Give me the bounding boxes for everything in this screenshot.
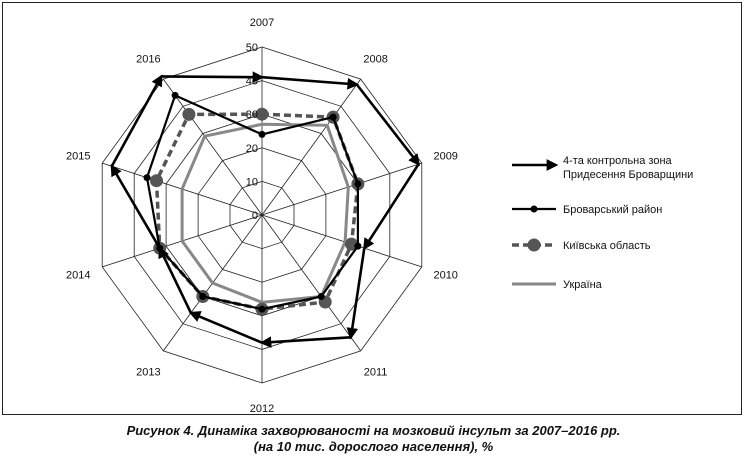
category-label: 2015	[66, 150, 90, 162]
category-label: 2008	[363, 54, 387, 66]
legend-label: Придесення Броварщини	[563, 169, 693, 181]
r-tick-label: 0	[252, 210, 258, 222]
legend-label: Київська область	[563, 240, 651, 252]
grid-spoke	[261, 78, 362, 216]
series-control-zone-segment	[110, 74, 163, 167]
grid-spoke	[261, 214, 422, 268]
legend-label: 4-та контрольна зона	[563, 155, 673, 167]
series-control-zone-segment	[110, 164, 161, 249]
series-brovary-district-point	[143, 174, 151, 182]
figure-caption-units: (на 10 тис. дорослого населення), %	[253, 439, 494, 454]
category-label: 2012	[250, 403, 274, 415]
series-control-zone-segment	[363, 163, 420, 251]
series-control-zone-segment	[259, 336, 351, 348]
r-tick-label: 20	[246, 143, 258, 155]
category-label: 2007	[250, 17, 274, 29]
r-tick-label: 10	[246, 176, 258, 188]
series-control-zone-segment	[158, 246, 193, 314]
series-layer	[110, 71, 421, 348]
legend-marker-brovary-district	[530, 205, 538, 213]
series-kyiv-oblast-point	[150, 174, 163, 188]
series-brovary-district-point	[258, 130, 266, 138]
r-tick-label: 50	[246, 42, 258, 54]
category-label: 2009	[433, 150, 457, 162]
radar-chart: 0 10 20 30 40 50 2007 2008 2009 2010 2011 2012 2013 2…	[66, 17, 693, 415]
series-control-zone-segment	[261, 75, 360, 90]
series-control-zone-segment	[161, 71, 265, 83]
legend-label: Україна	[563, 279, 603, 291]
grid-spoke	[261, 162, 422, 216]
chart-frame: 0 10 20 30 40 50 2007 2008 2009 2010 2011 2012 2013 2…	[2, 2, 742, 415]
legend-label: Броварський район	[563, 204, 662, 216]
series-control-zone-segment	[355, 83, 421, 166]
category-label: 2014	[66, 270, 90, 282]
category-label: 2010	[433, 270, 457, 282]
series-brovary-district-point	[317, 293, 325, 300]
grid-spoke	[162, 78, 263, 216]
series-brovary-district-point	[329, 113, 337, 121]
grid-spoke	[261, 214, 362, 352]
series-brovary-district-point	[171, 91, 179, 99]
r-tick-label: 30	[246, 109, 258, 121]
legend-marker-kyiv-oblast	[527, 238, 541, 252]
series-brovary-district-point	[258, 305, 266, 313]
series-kyiv-oblast-point	[255, 107, 269, 121]
series-ukraine-line	[180, 122, 350, 304]
figure-caption-title: Рисунок 4. Динаміка захворюваності на мо…	[126, 423, 621, 438]
category-label: 2013	[136, 366, 160, 378]
label-layer: 0 10 20 30 40 50 2007 2008 2009 2010 2011 2012 2013 2…	[66, 17, 458, 415]
series-control-zone-segment	[346, 248, 366, 340]
series-brovary-district-point	[354, 180, 362, 188]
legend: 4-та контрольна зона Придесення Броварщин…	[512, 155, 693, 291]
series-kyiv-oblast-point	[182, 107, 196, 121]
series-control-zone-segment	[188, 311, 263, 344]
r-tick-label: 40	[246, 76, 258, 88]
category-label: 2011	[364, 366, 388, 378]
series-brovary-district-point	[199, 293, 207, 300]
series-brovary-district-point	[354, 242, 362, 250]
category-label: 2016	[136, 54, 160, 66]
